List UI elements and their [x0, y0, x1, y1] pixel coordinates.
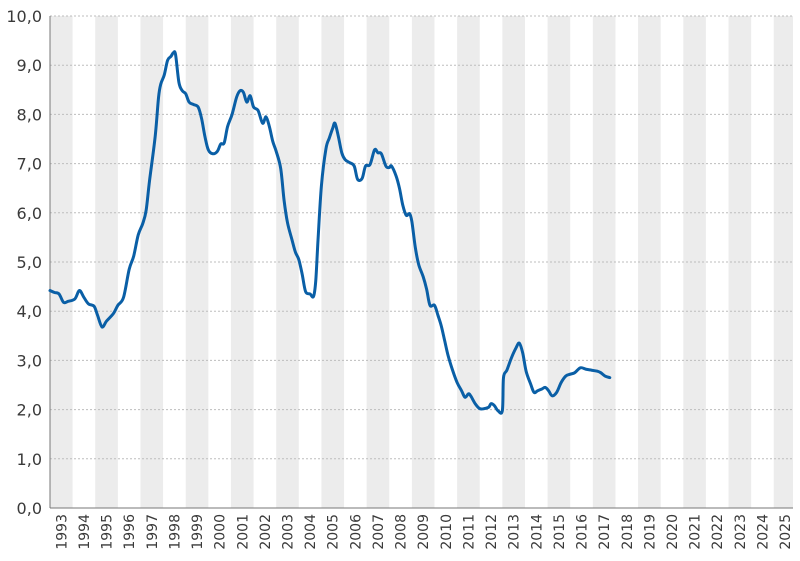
x-tick-label: 2010 — [439, 514, 455, 550]
y-tick-label: 7,0 — [17, 155, 42, 174]
x-tick-labels: 1993 1994 1995 1996 1997 1998 1999 2000 2001 2002… — [54, 514, 794, 550]
year-band — [185, 16, 209, 508]
x-tick-label: 1996 — [122, 514, 138, 550]
x-tick-label: 1993 — [54, 514, 70, 550]
x-tick-label: 2014 — [529, 514, 545, 550]
x-tick-label: 2019 — [642, 514, 658, 550]
y-tick-label: 9,0 — [17, 56, 42, 75]
x-tick-label: 2005 — [326, 514, 342, 550]
x-tick-label: 2000 — [213, 514, 229, 550]
y-tick-label: 6,0 — [17, 204, 42, 223]
year-band — [457, 16, 480, 508]
x-tick-label: 1994 — [77, 514, 93, 550]
y-tick-label: 5,0 — [17, 253, 42, 272]
x-tick-label: 2025 — [778, 514, 794, 550]
x-tick-label: 2013 — [507, 514, 523, 550]
x-tick-label: 2006 — [348, 514, 364, 550]
x-tick-label: 2022 — [710, 514, 726, 550]
x-tick-label: 2008 — [394, 514, 410, 550]
x-tick-label: 1999 — [190, 514, 206, 550]
x-tick-label: 2012 — [484, 514, 500, 550]
x-tick-label: 2009 — [416, 514, 432, 550]
year-band — [592, 16, 616, 508]
x-tick-label: 2018 — [620, 514, 636, 550]
year-band — [502, 16, 525, 508]
x-tick-label: 1997 — [145, 514, 161, 550]
x-tick-label: 2004 — [303, 514, 319, 550]
x-tick-label: 2007 — [371, 514, 387, 550]
year-bands — [50, 16, 793, 508]
x-tick-label: 2001 — [235, 514, 251, 550]
y-tick-label: 2,0 — [17, 401, 42, 420]
y-tick-label: 4,0 — [17, 302, 42, 321]
year-band — [366, 16, 390, 508]
series-line — [48, 50, 612, 415]
x-tick-label: 2024 — [755, 514, 771, 550]
x-tick-label: 1995 — [100, 514, 116, 550]
x-tick-label: 2003 — [280, 514, 296, 550]
x-tick-label: 2011 — [461, 514, 477, 550]
x-tick-label: 2021 — [688, 514, 704, 550]
y-tick-label: 1,0 — [17, 450, 42, 469]
x-tick-label: 2020 — [665, 514, 681, 550]
axes — [49, 16, 793, 509]
year-band — [50, 16, 73, 508]
y-tick-label: 0,0 — [17, 499, 42, 518]
y-tick-label: 3,0 — [17, 351, 42, 370]
year-band — [638, 16, 661, 508]
x-tick-label: 2015 — [552, 514, 568, 550]
y-tick-label: 8,0 — [17, 105, 42, 124]
x-tick-label: 1998 — [167, 514, 183, 550]
y-tick-label: 10,0 — [6, 7, 42, 26]
x-tick-label: 2016 — [575, 514, 591, 550]
y-tick-labels: 0,0 1,0 2,0 3,0 4,0 5,0 6,0 7,0 8,0 9,0 10,0 — [6, 7, 42, 518]
series-lines — [48, 50, 612, 415]
x-tick-label: 2002 — [258, 514, 274, 550]
x-tick-label: 2023 — [733, 514, 749, 550]
x-tick-label: 2017 — [597, 514, 613, 550]
year-band — [321, 16, 345, 508]
